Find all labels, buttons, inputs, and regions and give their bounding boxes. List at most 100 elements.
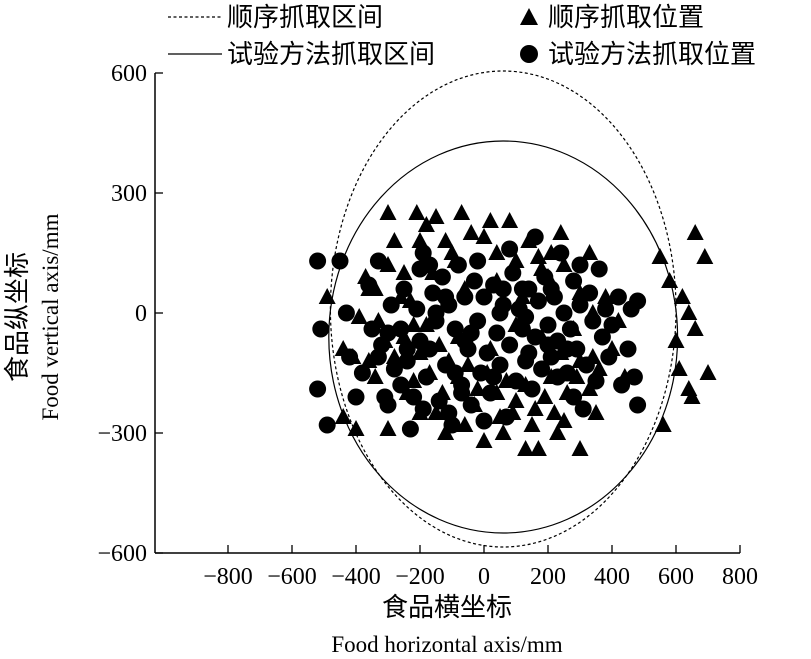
sequential-point-triangle bbox=[411, 344, 429, 360]
legend-method-points-label: 试验方法抓取位置 bbox=[548, 40, 756, 69]
method-point-circle bbox=[517, 308, 535, 326]
sequential-point-triangle bbox=[475, 432, 493, 448]
method-point-circle bbox=[318, 416, 336, 434]
method-point-circle bbox=[312, 320, 330, 338]
y-tick-label: 0 bbox=[135, 301, 147, 327]
method-point-circle bbox=[619, 340, 637, 358]
sequential-point-triangle bbox=[590, 360, 608, 376]
method-point-circle bbox=[571, 256, 589, 274]
method-point-circle bbox=[629, 292, 647, 310]
x-tick-label: −800 bbox=[203, 564, 253, 590]
sequential-point-triangle bbox=[555, 256, 573, 272]
method-point-circle bbox=[590, 260, 608, 278]
x-axis-label-en: Food horizontal axis/mm bbox=[331, 632, 562, 657]
method-point-circle bbox=[520, 344, 538, 362]
method-point-circle bbox=[398, 352, 416, 370]
sequential-point-triangle bbox=[395, 264, 413, 280]
method-point-circle bbox=[529, 292, 547, 310]
method-point-circle bbox=[488, 324, 506, 342]
method-point-circle bbox=[485, 368, 503, 386]
sequential-point-triangle bbox=[670, 360, 688, 376]
method-point-circle bbox=[472, 364, 490, 382]
sequential-point-triangle bbox=[405, 316, 423, 332]
method-point-circle bbox=[462, 396, 480, 414]
sequential-point-triangle bbox=[673, 288, 691, 304]
sequential-point-triangle bbox=[517, 440, 535, 456]
axes: −800 −600 −400 −200 0 200 400 600 800 600 300 0 −30… bbox=[97, 61, 758, 590]
method-point-circle bbox=[587, 372, 605, 390]
sequential-point-triangle bbox=[437, 424, 455, 440]
method-point-circle bbox=[581, 284, 599, 302]
method-point-circle bbox=[625, 368, 643, 386]
method-point-circle bbox=[462, 324, 480, 342]
method-point-circle bbox=[453, 384, 471, 402]
sequential-point-triangle bbox=[437, 232, 455, 248]
sequential-point-triangle bbox=[555, 412, 573, 428]
sequential-point-triangle bbox=[453, 204, 471, 220]
legend-method-region-label: 试验方法抓取区间 bbox=[227, 40, 435, 69]
sequential-point-triangle bbox=[443, 244, 461, 260]
sequential-point-triangle bbox=[587, 404, 605, 420]
y-axis-label-en: Food vertical axis/mm bbox=[38, 213, 63, 420]
method-point-circle bbox=[405, 388, 423, 406]
sequential-point-triangle bbox=[507, 392, 525, 408]
method-point-circle bbox=[369, 348, 387, 366]
sequential-point-triangle bbox=[526, 400, 544, 416]
sequential-point-triangle bbox=[696, 248, 714, 264]
method-point-circle bbox=[337, 304, 355, 322]
sequential-point-triangle bbox=[366, 368, 384, 384]
sequential-point-triangle bbox=[680, 380, 698, 396]
sequential-point-triangle bbox=[581, 244, 599, 260]
sequential-point-triangle bbox=[686, 320, 704, 336]
y-ticks: 600 300 0 −300 −600 bbox=[97, 61, 163, 567]
sequential-point-triangle bbox=[501, 212, 519, 228]
x-tick-label: 800 bbox=[722, 564, 758, 590]
x-tick-label: −400 bbox=[331, 564, 381, 590]
method-point-circle bbox=[533, 360, 551, 378]
method-point-circle bbox=[507, 372, 525, 390]
method-point-circle bbox=[574, 400, 592, 418]
y-tick-label: −600 bbox=[97, 541, 147, 567]
sequential-point-triangle bbox=[456, 416, 474, 432]
legend-circle-marker bbox=[520, 45, 538, 63]
y-axis-label-cn: 食品纵坐标 bbox=[3, 252, 32, 382]
sequential-point-triangle bbox=[686, 224, 704, 240]
method-point-circle bbox=[347, 388, 365, 406]
plot-area: −800 −600 −400 −200 0 200 400 600 800 600 300 0 −30… bbox=[97, 61, 758, 590]
sequential-point-triangle bbox=[469, 380, 487, 396]
method-point-circle bbox=[360, 276, 378, 294]
method-point-circle bbox=[603, 316, 621, 334]
sequential-point-triangle bbox=[462, 224, 480, 240]
x-tick-label: 0 bbox=[478, 564, 490, 590]
y-tick-label: 600 bbox=[111, 61, 147, 87]
method-point-circle bbox=[465, 272, 483, 290]
method-point-circle bbox=[542, 280, 560, 298]
method-point-circle bbox=[501, 240, 519, 258]
x-tick-label: 600 bbox=[658, 564, 694, 590]
method-point-circle bbox=[421, 340, 439, 358]
sequential-point-triangle bbox=[334, 408, 352, 424]
method-point-circle bbox=[501, 336, 519, 354]
method-point-circle bbox=[363, 320, 381, 338]
method-point-circle bbox=[475, 288, 493, 306]
method-point-circle bbox=[478, 344, 496, 362]
sequential-point-triangle bbox=[549, 424, 567, 440]
sequential-point-triangle bbox=[459, 356, 477, 372]
method-point-circle bbox=[526, 228, 544, 246]
method-point-circle bbox=[593, 328, 611, 346]
sequential-point-triangle bbox=[379, 204, 397, 220]
method-point-circle bbox=[411, 260, 429, 278]
method-point-circle bbox=[555, 304, 573, 322]
y-tick-label: −300 bbox=[97, 421, 147, 447]
sequential-point-triangle bbox=[699, 364, 717, 380]
sequential-point-triangle bbox=[523, 416, 541, 432]
method-point-circle bbox=[353, 364, 371, 382]
sequential-point-triangle bbox=[379, 256, 397, 272]
method-point-circle bbox=[437, 288, 455, 306]
method-point-circle bbox=[446, 364, 464, 382]
method-point-circle bbox=[446, 320, 464, 338]
x-tick-label: −600 bbox=[267, 564, 317, 590]
sequential-point-triangle bbox=[568, 368, 586, 384]
method-point-circle bbox=[414, 400, 432, 418]
method-point-circle bbox=[430, 392, 448, 410]
